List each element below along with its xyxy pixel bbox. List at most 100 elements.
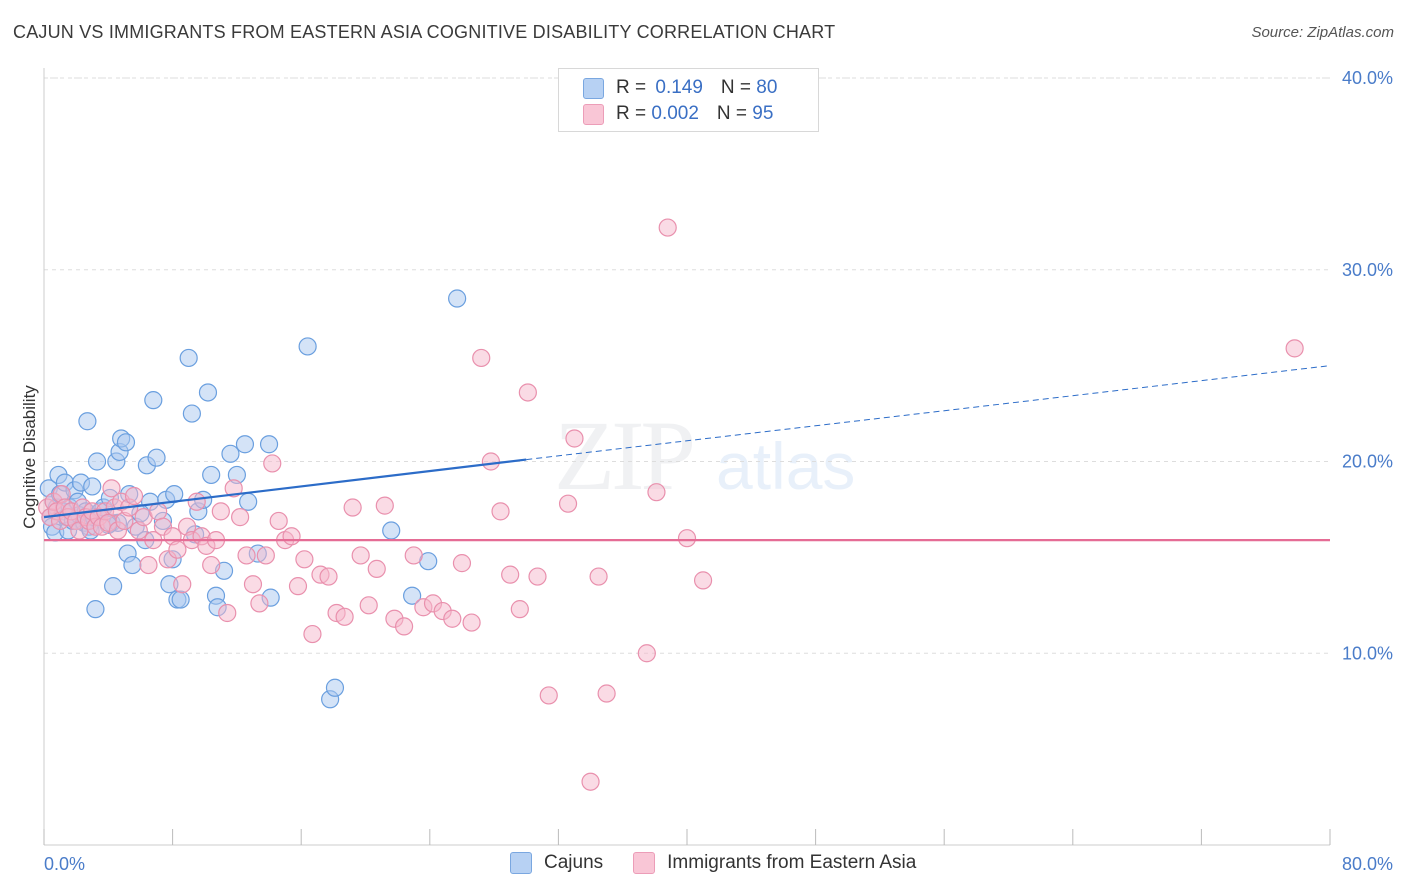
cajun-point bbox=[182, 404, 201, 423]
immigrant-point bbox=[250, 594, 269, 613]
legend-r-value: 0.149 bbox=[655, 77, 703, 98]
immigrant-point bbox=[359, 596, 378, 615]
immigrant-point bbox=[647, 483, 666, 502]
immigrant-point bbox=[367, 559, 386, 578]
cajun-point bbox=[83, 477, 102, 496]
cajun-point bbox=[448, 289, 467, 308]
immigrant-point bbox=[394, 617, 414, 636]
legend-swatch-immigrants bbox=[583, 103, 604, 125]
immigrant-point bbox=[528, 567, 547, 586]
immigrant-point bbox=[288, 577, 308, 596]
series-label-cajuns: Cajuns bbox=[544, 852, 604, 873]
immigrant-point bbox=[462, 613, 481, 632]
cajun-point bbox=[86, 600, 105, 619]
cajun-point bbox=[202, 465, 221, 485]
immigrant-point bbox=[263, 454, 282, 473]
immigrant-point bbox=[443, 609, 462, 628]
legend-n-label: N = bbox=[716, 103, 753, 124]
cajun-point bbox=[116, 433, 136, 452]
chart-title: CAJUN VS IMMIGRANTS FROM EASTERN ASIA CO… bbox=[13, 22, 836, 42]
stats-legend: R = 0.149 N = 80 R = 0.002 N = 95 bbox=[558, 68, 819, 132]
immigrant-point bbox=[375, 496, 394, 515]
immigrant-point bbox=[481, 452, 500, 471]
immigrant-point bbox=[173, 575, 192, 594]
immigrant-point bbox=[303, 624, 322, 644]
immigrant-point bbox=[335, 607, 354, 626]
immigrant-point bbox=[637, 644, 656, 663]
immigrant-point bbox=[269, 511, 288, 531]
immigrant-point bbox=[102, 479, 121, 498]
legend-n-label: N = bbox=[720, 77, 757, 98]
immigrant-point bbox=[282, 527, 301, 546]
y-tick-label: 20.0% bbox=[1342, 452, 1393, 472]
series-swatch-cajuns bbox=[510, 852, 532, 874]
series-legend-cajuns[interactable]: Cajuns bbox=[510, 852, 603, 874]
axes-layer bbox=[43, 68, 1331, 846]
immigrant-point bbox=[149, 502, 168, 521]
watermark-atlas: atlas bbox=[716, 429, 856, 503]
series-legend: Cajuns Immigrants from Eastern Asia bbox=[510, 852, 946, 874]
immigrant-point bbox=[256, 546, 275, 565]
immigrant-point bbox=[343, 498, 362, 517]
y-tick-label: 10.0% bbox=[1342, 643, 1393, 663]
x-tick-label-max: 80.0% bbox=[1342, 854, 1393, 874]
cajun-point bbox=[87, 452, 107, 471]
immigrant-point bbox=[677, 529, 697, 548]
immigrant-point bbox=[558, 494, 578, 513]
y-tick-label: 30.0% bbox=[1342, 260, 1393, 280]
series-legend-immigrants[interactable]: Immigrants from Eastern Asia bbox=[633, 852, 916, 874]
immigrant-point bbox=[243, 575, 263, 594]
x-tick-label-min: 0.0% bbox=[44, 854, 85, 874]
cajun-trend-extension bbox=[526, 365, 1331, 461]
immigrant-point bbox=[589, 567, 608, 586]
cajun-point bbox=[298, 337, 317, 356]
series-label-immigrants: Immigrants from Eastern Asia bbox=[667, 852, 917, 873]
legend-r-label: R = bbox=[616, 77, 652, 98]
immigrant-point bbox=[539, 686, 558, 705]
cajun-trend-line bbox=[43, 458, 527, 519]
immigrant-point bbox=[1285, 339, 1304, 358]
cajun-point bbox=[179, 348, 198, 368]
immigrant-point bbox=[597, 684, 616, 703]
immigrant-point bbox=[139, 555, 158, 575]
trend-layer bbox=[43, 365, 1331, 542]
immigrant-point bbox=[211, 502, 230, 521]
immigrant-point bbox=[658, 218, 677, 237]
immigrant-point bbox=[202, 555, 221, 575]
immigrant-point bbox=[231, 508, 250, 527]
legend-row-cajuns: R = 0.149 N = 80 bbox=[583, 76, 777, 100]
immigrant-point bbox=[510, 600, 529, 619]
immigrant-point bbox=[404, 546, 423, 565]
immigrant-point bbox=[319, 567, 338, 586]
cajun-point bbox=[403, 586, 422, 605]
points-layer bbox=[38, 218, 1304, 791]
immigrant-point bbox=[168, 540, 187, 559]
y-tick-label: 40.0% bbox=[1342, 68, 1393, 88]
watermark-zip: ZIP bbox=[554, 400, 696, 511]
cajun-point bbox=[259, 435, 279, 454]
legend-n-value: 95 bbox=[752, 103, 774, 124]
cajun-point bbox=[235, 435, 255, 454]
grid-layer bbox=[44, 77, 1330, 654]
legend-n-value: 80 bbox=[756, 77, 778, 98]
cajun-point bbox=[104, 577, 123, 596]
immigrant-point bbox=[693, 571, 713, 590]
legend-r-label: R = bbox=[616, 103, 652, 124]
immigrant-point bbox=[224, 479, 243, 498]
source-label: Source: ZipAtlas.com bbox=[1251, 24, 1394, 41]
legend-r-value: 0.002 bbox=[651, 103, 699, 124]
legend-row-immigrants: R = 0.002 N = 95 bbox=[583, 102, 773, 126]
y-axis-title: Cognitive Disability bbox=[20, 385, 39, 529]
cajun-point bbox=[325, 678, 345, 697]
immigrant-point bbox=[472, 348, 491, 368]
immigrant-point bbox=[124, 486, 144, 506]
cajun-point bbox=[239, 492, 258, 511]
cajun-point bbox=[147, 448, 166, 467]
immigrant-point bbox=[351, 546, 370, 565]
immigrant-point bbox=[237, 546, 256, 565]
immigrant-point bbox=[218, 603, 237, 623]
immigrant-point bbox=[581, 772, 600, 791]
labels-layer: 10.0% 20.0% 30.0% 40.0% 0.0% 80.0% Cognitive D… bbox=[20, 68, 1393, 874]
immigrant-point bbox=[295, 550, 314, 569]
